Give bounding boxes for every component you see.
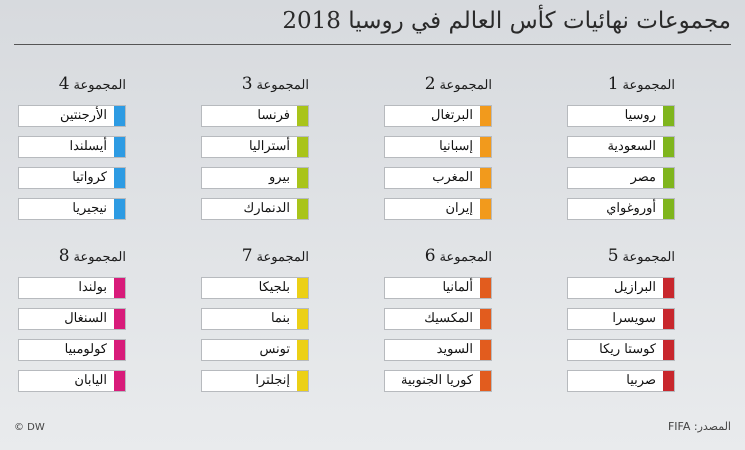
team-cell: مصر	[567, 167, 675, 189]
group-color-swatch	[114, 168, 125, 188]
team-cell: إسبانيا	[384, 136, 492, 158]
group-color-swatch	[114, 340, 125, 360]
team-cell: بنما	[201, 308, 309, 330]
group-color-swatch	[297, 278, 308, 298]
group-color-swatch	[297, 309, 308, 329]
team-cell: إنجلترا	[201, 370, 309, 392]
team-cell: روسيا	[567, 105, 675, 127]
team-cell: تونس	[201, 339, 309, 361]
group-label: المجموعة2	[424, 74, 492, 94]
team-cell: ألمانيا	[384, 277, 492, 299]
group-label: المجموعة8	[58, 246, 126, 266]
group-label: المجموعة3	[241, 74, 309, 94]
team-cell: كولومبيا	[18, 339, 126, 361]
team-cell: الأرجنتين	[18, 105, 126, 127]
team-cell: نيجيريا	[18, 198, 126, 220]
group-label: المجموعة5	[607, 246, 675, 266]
team-cell: كرواتيا	[18, 167, 126, 189]
group-color-swatch	[663, 106, 674, 126]
team-cell: اليابان	[18, 370, 126, 392]
team-cell: بلجيكا	[201, 277, 309, 299]
team-cell: سويسرا	[567, 308, 675, 330]
team-cell: المغرب	[384, 167, 492, 189]
group-color-swatch	[297, 137, 308, 157]
team-cell: البرازيل	[567, 277, 675, 299]
team-cell: السويد	[384, 339, 492, 361]
group-color-swatch	[297, 106, 308, 126]
group-color-swatch	[480, 278, 491, 298]
group-4: المجموعة4 الأرجنتين أيسلندا كرواتيا نيجي…	[18, 73, 126, 220]
group-color-swatch	[480, 371, 491, 391]
group-color-swatch	[663, 278, 674, 298]
team-cell: أستراليا	[201, 136, 309, 158]
group-color-swatch	[663, 137, 674, 157]
team-cell: بيرو	[201, 167, 309, 189]
team-cell: كوريا الجنوبية	[384, 370, 492, 392]
group-color-swatch	[114, 199, 125, 219]
group-color-swatch	[297, 168, 308, 188]
group-5: المجموعة5 البرازيل سويسرا كوستا ريكا صرب…	[567, 245, 675, 392]
team-cell: المكسيك	[384, 308, 492, 330]
group-color-swatch	[297, 340, 308, 360]
credit-label: © DW	[14, 422, 45, 433]
page-title: مجموعات نهائيات كأس العالم في روسيا 2018	[282, 8, 731, 34]
group-label: المجموعة7	[241, 246, 309, 266]
source-label: المصدر: FIFA	[667, 420, 731, 433]
group-color-swatch	[480, 199, 491, 219]
team-cell: أيسلندا	[18, 136, 126, 158]
group-1: المجموعة1 روسيا السعودية مصر أوروغواي	[567, 73, 675, 220]
group-color-swatch	[663, 168, 674, 188]
group-color-swatch	[480, 168, 491, 188]
team-cell: كوستا ريكا	[567, 339, 675, 361]
group-color-swatch	[114, 137, 125, 157]
group-7: المجموعة7 بلجيكا بنما تونس إنجلترا	[201, 245, 309, 392]
group-label: المجموعة1	[607, 74, 675, 94]
group-color-swatch	[480, 106, 491, 126]
group-color-swatch	[663, 340, 674, 360]
group-color-swatch	[114, 309, 125, 329]
team-cell: بولندا	[18, 277, 126, 299]
group-3: المجموعة3 فرنسا أستراليا بيرو الدنمارك	[201, 73, 309, 220]
group-color-swatch	[297, 199, 308, 219]
group-color-swatch	[663, 309, 674, 329]
group-color-swatch	[480, 309, 491, 329]
team-cell: السعودية	[567, 136, 675, 158]
group-color-swatch	[480, 137, 491, 157]
group-color-swatch	[480, 340, 491, 360]
team-cell: إيران	[384, 198, 492, 220]
team-cell: فرنسا	[201, 105, 309, 127]
group-label: المجموعة6	[424, 246, 492, 266]
team-cell: صربيا	[567, 370, 675, 392]
team-cell: البرتغال	[384, 105, 492, 127]
group-label: المجموعة4	[58, 74, 126, 94]
group-6: المجموعة6 ألمانيا المكسيك السويد كوريا ا…	[384, 245, 492, 392]
group-8: المجموعة8 بولندا السنغال كولومبيا اليابا…	[18, 245, 126, 392]
group-color-swatch	[114, 371, 125, 391]
group-color-swatch	[297, 371, 308, 391]
group-color-swatch	[114, 278, 125, 298]
team-cell: الدنمارك	[201, 198, 309, 220]
group-color-swatch	[663, 199, 674, 219]
title-divider	[14, 44, 731, 45]
team-cell: أوروغواي	[567, 198, 675, 220]
group-color-swatch	[114, 106, 125, 126]
team-cell: السنغال	[18, 308, 126, 330]
group-color-swatch	[663, 371, 674, 391]
group-2: المجموعة2 البرتغال إسبانيا المغرب إيران	[384, 73, 492, 220]
